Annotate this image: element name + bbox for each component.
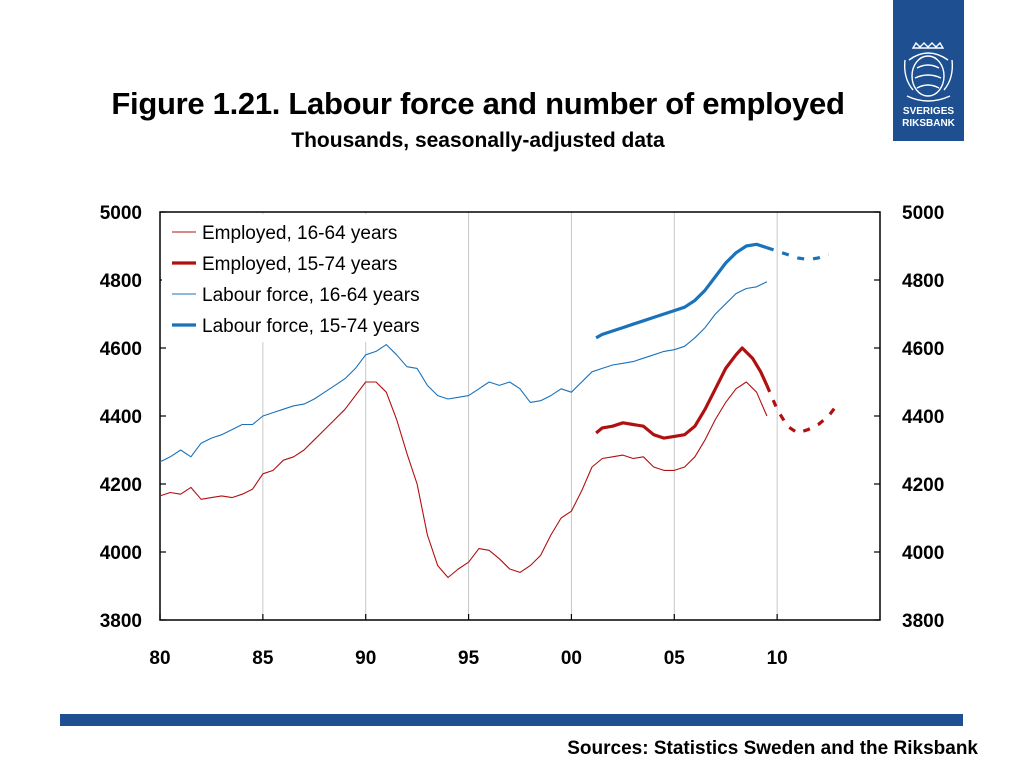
logo-line2: RIKSBANK: [902, 118, 955, 129]
y-tick-label-right: 3800: [902, 611, 944, 632]
legend-label-3: Labour force, 16-64 years: [202, 285, 420, 306]
series-line-3: [159, 281, 768, 463]
y-tick-label-right: 4000: [902, 543, 944, 564]
legend-label-1: Employed, 16-64 years: [202, 223, 397, 244]
y-tick-label-left: 4200: [100, 475, 142, 496]
x-tick-label: 80: [149, 648, 170, 669]
legend-label-2: Employed, 15-74 years: [202, 254, 397, 275]
series-line-2: [595, 346, 769, 440]
x-tick-label: 00: [561, 648, 582, 669]
y-tick-label-right: 4400: [902, 407, 944, 428]
y-tick-label-left: 4800: [100, 271, 142, 292]
y-tick-label-right: 5000: [902, 203, 944, 224]
series-forecast-2: [765, 384, 841, 435]
legend-label-4: Labour force, 15-74 years: [202, 316, 420, 337]
series-forecast-4: [766, 246, 830, 262]
riksbank-logo: SVERIGES RIKSBANK: [893, 0, 964, 141]
page-subtitle: Thousands, seasonally-adjusted data: [291, 129, 665, 152]
y-tick-label-right: 4600: [902, 339, 944, 360]
riksbank-crest-icon: [903, 41, 954, 102]
x-tick-label: 85: [252, 648, 274, 669]
y-tick-label-right: 4800: [902, 271, 944, 292]
x-tick-label: 95: [458, 648, 480, 669]
source-note: Sources: Statistics Sweden and the Riksb…: [567, 738, 978, 759]
y-tick-label-left: 4400: [100, 407, 142, 428]
footer-bar: [60, 714, 963, 726]
y-tick-label-left: 4000: [100, 543, 142, 564]
series-line-1: [159, 381, 768, 579]
y-tick-label-left: 3800: [100, 611, 142, 632]
x-tick-label: 10: [767, 648, 788, 669]
x-tick-label: 90: [355, 648, 376, 669]
y-tick-label-right: 4200: [902, 475, 944, 496]
logo-line1: SVERIGES: [902, 106, 955, 117]
legend-box: [162, 214, 458, 342]
x-tick-label: 05: [664, 648, 686, 669]
series-line-4: [595, 242, 768, 340]
y-tick-label-left: 4600: [100, 339, 142, 360]
chart: 3800 3800 4000 4000 4200 4200 4400 4400 4600 4600…: [100, 203, 945, 669]
y-tick-label-left: 5000: [100, 203, 142, 224]
page-title: Figure 1.21. Labour force and number of …: [111, 86, 845, 121]
